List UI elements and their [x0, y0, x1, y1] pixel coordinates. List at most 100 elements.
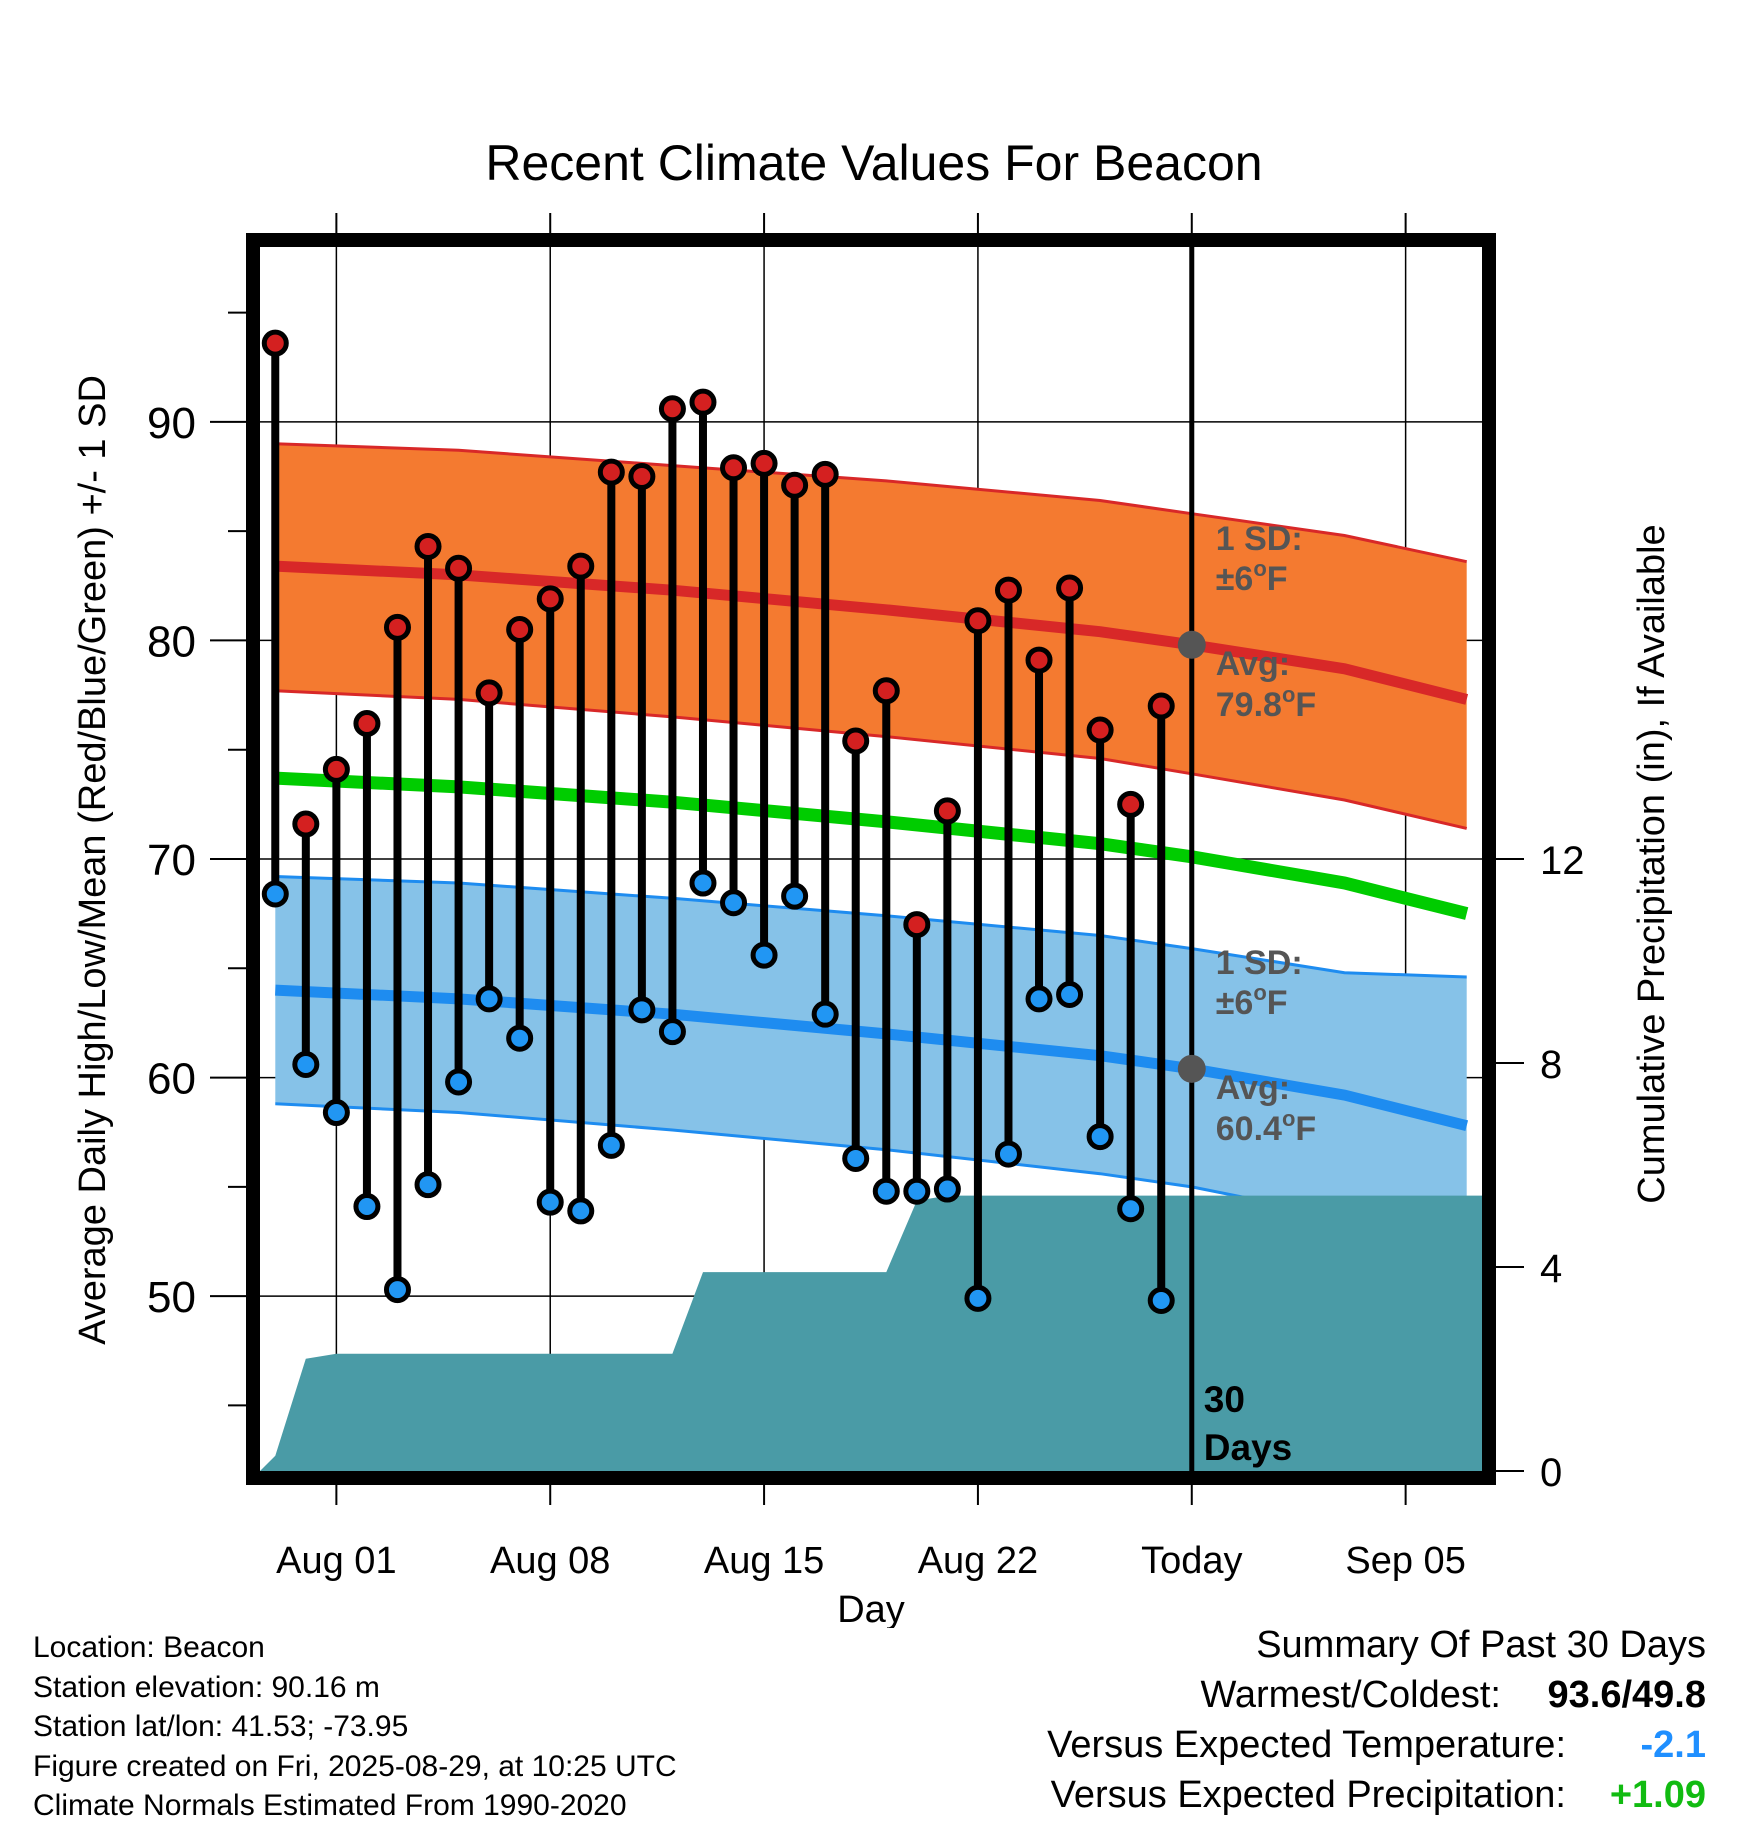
x-tick-label: Aug 08 [490, 1540, 610, 1582]
daily-low-point [964, 1284, 992, 1312]
sd-label: 1 SD: [1216, 944, 1303, 982]
daily-low-point [842, 1144, 870, 1172]
daily-low-point [1147, 1287, 1175, 1315]
y-tick-label: 80 [147, 617, 196, 666]
daily-high-point [475, 679, 503, 707]
daily-high-point [445, 554, 473, 582]
precip-departure-value: +1.09 [1609, 1774, 1706, 1816]
daily-high-point [903, 911, 931, 939]
x-tick-label: Today [1141, 1540, 1242, 1582]
normal-high-line [275, 560, 1469, 705]
summary-heading: Summary Of Past 30 Days [1256, 1624, 1706, 1666]
plot-frame [246, 233, 1496, 1485]
daily-high-point [994, 576, 1022, 604]
daily-low-point [567, 1197, 595, 1225]
axes: 50 60 70 80 90 0 4 8 12 Aug 01 Aug 08 Aug 15 Aug 22 T… [147, 213, 1585, 1582]
daily-low-point [383, 1276, 411, 1304]
daily-low-point [994, 1140, 1022, 1168]
daily-high-point [567, 552, 595, 580]
x-tick-label: Aug 15 [704, 1540, 824, 1582]
daily-high-point [658, 395, 686, 423]
daily-low-point [1086, 1123, 1114, 1151]
elevation-text: Station elevation: 90.16 m [33, 1670, 380, 1704]
y-axis-label: Average Daily High/Low/Mean (Red/Blue/Gr… [72, 375, 114, 1345]
daily-high-point [628, 463, 656, 490]
normal-bands [275, 442, 1468, 1272]
daily-high-point [414, 532, 442, 560]
daily-low-point [1025, 985, 1053, 1013]
climate-chart: Recent Climate Values For Beacon 30Days … [72, 135, 1673, 1628]
sd-value: ±6oF [1216, 980, 1288, 1022]
summary-panel: Summary Of Past 30 Days Warmest/Coldest:… [906, 1624, 1706, 1824]
daily-low-point [322, 1099, 350, 1127]
daily-high-point [1117, 790, 1145, 818]
location-text: Location: Beacon [33, 1631, 265, 1664]
daily-high-point [597, 458, 625, 486]
y-tick-label: 60 [147, 1055, 196, 1104]
y2-tick-label: 12 [1540, 839, 1585, 883]
daily-low-point [811, 1000, 839, 1028]
avg-label: Avg: [1216, 1069, 1290, 1107]
x-tick-label: Sep 05 [1345, 1540, 1465, 1582]
daily-low-point [781, 882, 809, 910]
daily-low-point [261, 880, 289, 908]
daily-high-point [292, 810, 320, 838]
daily-high-point [261, 329, 289, 357]
daily-low-point [292, 1050, 320, 1078]
daily-low-point [628, 996, 656, 1024]
x-tick-label: Aug 01 [276, 1540, 396, 1582]
daily-low-point [720, 889, 748, 917]
normal-avg-dot [1177, 630, 1206, 659]
warmest-coldest-value: 93.6/49.8 [1547, 1674, 1706, 1716]
avg-label: Avg: [1216, 645, 1290, 683]
daily-stems [271, 343, 1166, 1301]
daily-low-point [750, 941, 778, 969]
normals-text: Climate Normals Estimated From 1990-2020 [33, 1789, 627, 1822]
normal-mean-line [274, 771, 1469, 920]
sd-value: ±6oF [1216, 556, 1288, 598]
y-tick-label: 90 [147, 399, 196, 448]
daily-low-point [536, 1188, 564, 1216]
daily-high-point [1056, 574, 1084, 602]
daily-high-point [964, 607, 992, 635]
today-marker: 30 Days [1189, 247, 1292, 1471]
precip-departure-label: Versus Expected Precipitation: [1050, 1774, 1566, 1816]
high-sd-band [275, 443, 1467, 829]
daily-low-point [597, 1131, 625, 1159]
daily-low-point [475, 985, 503, 1013]
y-tick-label: 50 [147, 1273, 196, 1322]
today-label-line: 30 [1204, 1379, 1245, 1420]
daily-high-point [872, 677, 900, 705]
low-sd-band-upper-edge [275, 875, 1467, 979]
daily-low-point [414, 1171, 442, 1199]
cumulative-precip-fill [260, 1195, 1482, 1471]
avg-value: 79.8oF [1216, 682, 1316, 724]
daily-high-point [720, 454, 748, 482]
daily-high-point [383, 613, 411, 641]
daily-high-point [1086, 716, 1114, 744]
daily-points [261, 329, 1175, 1315]
y2-tick-label: 0 [1540, 1451, 1562, 1495]
precipitation-area [260, 1195, 1482, 1471]
normal-avg-dot [1177, 1054, 1206, 1083]
daily-high-point [933, 797, 961, 825]
daily-high-point [353, 709, 381, 737]
daily-low-point [872, 1177, 900, 1205]
daily-high-point [842, 727, 870, 755]
daily-low-point [933, 1175, 961, 1203]
avg-value: 60.4oF [1216, 1106, 1316, 1148]
daily-low-point [689, 869, 717, 897]
high-sd-band-upper-edge [275, 442, 1468, 564]
daily-high-point [781, 471, 809, 499]
daily-high-point [506, 616, 534, 643]
daily-low-point [1056, 981, 1084, 1009]
warmest-coldest-label: Warmest/Coldest: [1200, 1674, 1501, 1716]
daily-low-point [445, 1068, 473, 1096]
daily-high-point [750, 449, 778, 477]
low-sd-band [275, 876, 1467, 1270]
daily-high-point [1147, 692, 1175, 720]
y-tick-label: 70 [147, 836, 196, 885]
temp-departure-label: Versus Expected Temperature: [1047, 1724, 1566, 1766]
x-axis-label: Day [837, 1589, 905, 1628]
